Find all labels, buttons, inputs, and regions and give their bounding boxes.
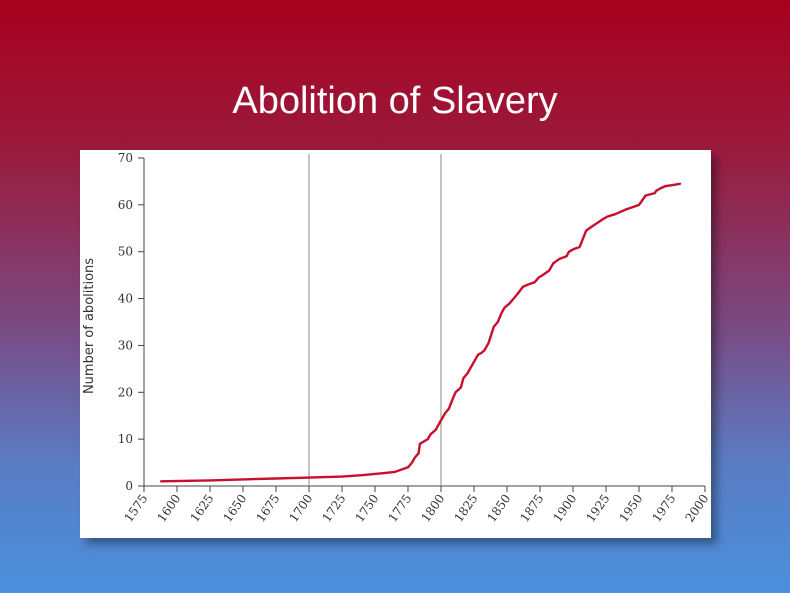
x-tick-label: 1675 <box>253 492 282 525</box>
y-tick-label: 30 <box>118 338 133 352</box>
abolitions-series-line <box>160 182 682 483</box>
y-tick-label: 0 <box>125 479 133 493</box>
x-tick-label: 1600 <box>154 492 183 525</box>
y-axis-title: Number of abolitions <box>82 258 97 394</box>
slide-title: Abolition of Slavery <box>232 80 558 122</box>
x-tick-label: 1975 <box>649 492 678 525</box>
x-tick-label: 1850 <box>484 492 513 525</box>
y-tick-label: 50 <box>118 245 133 259</box>
x-tick-label: 1925 <box>583 492 612 525</box>
x-tick-label: 1950 <box>616 492 645 525</box>
x-tick-label: 1825 <box>451 492 480 525</box>
x-tick-label: 1700 <box>286 492 315 525</box>
y-tick-label: 60 <box>118 198 133 212</box>
x-tick-label: 1650 <box>220 492 249 525</box>
y-tick-label: 10 <box>118 432 133 446</box>
chart-panel: 0 10 20 30 40 50 60 70 1575 1600 1625 1650 1675 1700 1… <box>80 150 711 538</box>
x-tick-label: 1775 <box>385 492 414 525</box>
x-tick-label: 1725 <box>319 492 348 525</box>
x-tick-label: 1625 <box>187 492 216 525</box>
x-tick-label: 1900 <box>550 492 579 525</box>
y-tick-label: 40 <box>118 292 133 306</box>
x-tick-label: 1875 <box>517 492 546 525</box>
x-tick-label: 2000 <box>682 492 711 525</box>
x-tick-label: 1800 <box>418 492 447 525</box>
x-tick-label: 1750 <box>352 492 381 525</box>
x-tick-label: 1575 <box>121 492 150 525</box>
y-tick-label: 70 <box>118 151 133 165</box>
y-tick-label: 20 <box>118 385 133 399</box>
